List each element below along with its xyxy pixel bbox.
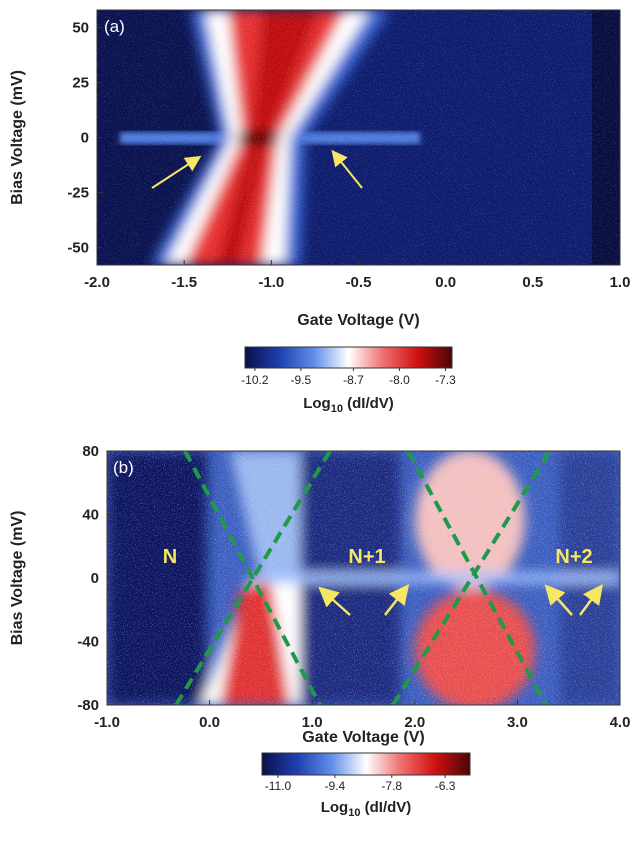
x-tick-label: 4.0 — [610, 714, 631, 731]
x-tick-label: 0.0 — [199, 714, 220, 731]
colorbar-tick-label: -9.5 — [291, 373, 312, 387]
x-tick-label: 1.0 — [610, 274, 631, 291]
x-tick-label: -1.5 — [171, 274, 197, 291]
x-tick-label: 3.0 — [507, 714, 528, 731]
y-tick-label: 0 — [81, 130, 89, 147]
panel-label: (b) — [113, 458, 134, 477]
colorbar-tick-label: -11.0 — [265, 779, 292, 793]
y-tick-label: 50 — [72, 20, 89, 37]
colorbar — [261, 752, 471, 776]
y-tick-label: -50 — [67, 239, 89, 256]
colorbar — [244, 346, 453, 369]
colorbar-tick-label: -10.2 — [241, 373, 269, 387]
y-tick-label: 0 — [91, 570, 99, 587]
y-tick-label: 25 — [72, 75, 89, 92]
heatmap-b — [107, 451, 620, 705]
x-tick-label: 0.0 — [435, 274, 456, 291]
colorbar-tick-label: -6.3 — [435, 779, 456, 793]
x-tick-label: -1.0 — [94, 714, 120, 731]
annotation: N+1 — [348, 546, 385, 568]
x-axis-label: Gate Voltage (V) — [297, 312, 419, 329]
colorbar-tick-label: -8.7 — [343, 373, 364, 387]
panel-label: (a) — [104, 17, 125, 36]
y-tick-label: 80 — [82, 443, 99, 460]
x-tick-label: -2.0 — [84, 274, 110, 291]
colorbar-tick-label: -8.0 — [389, 373, 410, 387]
colorbar-label-sub: 10 — [331, 403, 343, 415]
y-tick-label: -40 — [77, 634, 99, 651]
y-tick-label: -80 — [77, 697, 99, 714]
x-tick-label: 2.0 — [404, 714, 425, 731]
colorbar-tick-label: -9.4 — [325, 779, 346, 793]
y-axis-label: Bias Voltage (mV) — [9, 511, 26, 646]
annotation: N — [163, 546, 177, 568]
x-tick-label: 1.0 — [302, 714, 323, 731]
x-axis-label: Gate Voltage (V) — [302, 729, 424, 746]
colorbar-label-rest: (dI/dV) — [360, 799, 411, 816]
colorbar-label-main: Log — [321, 799, 349, 816]
colorbar-tick-label: -7.3 — [435, 373, 456, 387]
colorbar-label-rest: (dI/dV) — [343, 395, 394, 412]
annotation: N+2 — [555, 546, 592, 568]
colorbar-label: Log10 (dI/dV) — [303, 395, 394, 415]
heatmap-a — [97, 10, 620, 265]
x-tick-label: -0.5 — [346, 274, 372, 291]
colorbar-label: Log10 (dI/dV) — [321, 799, 412, 819]
y-axis-label: Bias Voltage (mV) — [9, 70, 26, 205]
x-tick-label: 0.5 — [522, 274, 543, 291]
colorbar-tick-label: -7.8 — [381, 779, 402, 793]
colorbar-label-main: Log — [303, 395, 331, 412]
x-tick-label: -1.0 — [258, 274, 284, 291]
y-tick-label: -25 — [67, 184, 89, 201]
colorbar-label-sub: 10 — [348, 807, 360, 819]
y-tick-label: 40 — [82, 507, 99, 524]
